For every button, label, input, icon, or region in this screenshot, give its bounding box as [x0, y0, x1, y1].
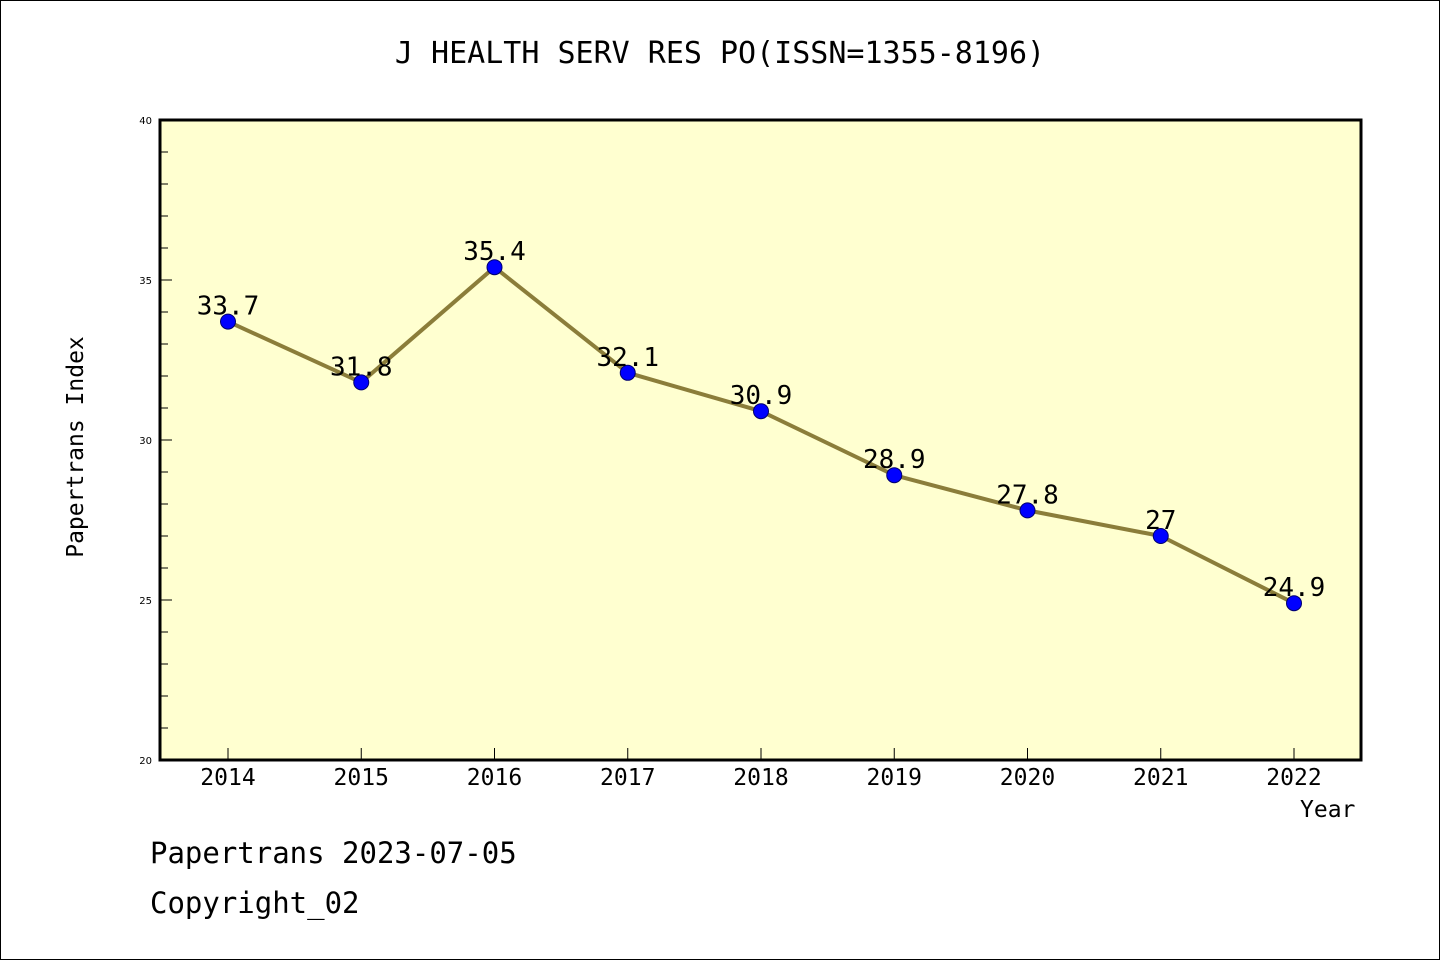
- data-label: 35.4: [463, 237, 526, 267]
- chart-title: J HEALTH SERV RES PO(ISSN=1355-8196): [394, 36, 1046, 71]
- data-label: 31.8: [330, 352, 393, 382]
- x-tick-label: 2019: [867, 765, 922, 791]
- x-tick-label: 2014: [200, 765, 255, 791]
- x-tick-label: 2016: [467, 765, 522, 791]
- data-markers: [220, 259, 1302, 612]
- data-point: [486, 259, 503, 276]
- y-tick-label: 40: [139, 116, 152, 127]
- data-point: [220, 313, 236, 330]
- data-label: 27: [1145, 506, 1176, 536]
- y-tick-label: 35: [139, 276, 152, 287]
- data-label: 24.9: [1263, 573, 1326, 603]
- data-labels: 33.7 31.8 35.4 32.1 30.9 28.9 27.8 27 24.9: [197, 237, 1326, 603]
- data-point: [619, 364, 636, 381]
- data-point: [1286, 595, 1302, 612]
- y-tick-label: 20: [139, 756, 152, 767]
- data-label: 33.7: [197, 292, 260, 322]
- data-label: 30.9: [730, 381, 793, 411]
- data-point: [886, 467, 903, 484]
- data-label: 32.1: [596, 343, 659, 373]
- x-tick-label: 2021: [1133, 765, 1188, 791]
- x-axis-label: Year: [1300, 797, 1356, 823]
- x-tick-label: 2015: [334, 765, 389, 791]
- footer-copyright: Copyright_02: [150, 886, 360, 920]
- data-label: 27.8: [996, 480, 1059, 510]
- plot-border: [158, 118, 1363, 762]
- data-point: [753, 403, 769, 420]
- y-tick-label: 30: [139, 436, 152, 447]
- data-label: 28.9: [863, 445, 926, 475]
- data-point: [1019, 502, 1036, 519]
- y-axis-label: Papertrans Index: [63, 336, 89, 558]
- x-tick-label: 2017: [600, 765, 655, 791]
- y-tick-label: 25: [139, 596, 152, 607]
- y-axis-ticks: 20 25 30 35 40: [139, 116, 172, 767]
- x-tick-label: 2022: [1266, 765, 1321, 791]
- x-axis-ticks: 2014 2015 2016 2017 2018 2019 2020 2021 2022: [200, 748, 1322, 791]
- data-point: [353, 374, 370, 391]
- x-tick-label: 2020: [1000, 765, 1055, 791]
- footer-date: Papertrans 2023-07-05: [150, 836, 517, 870]
- plot-area: [160, 120, 1361, 760]
- data-point: [1152, 528, 1169, 544]
- x-tick-label: 2018: [733, 765, 788, 791]
